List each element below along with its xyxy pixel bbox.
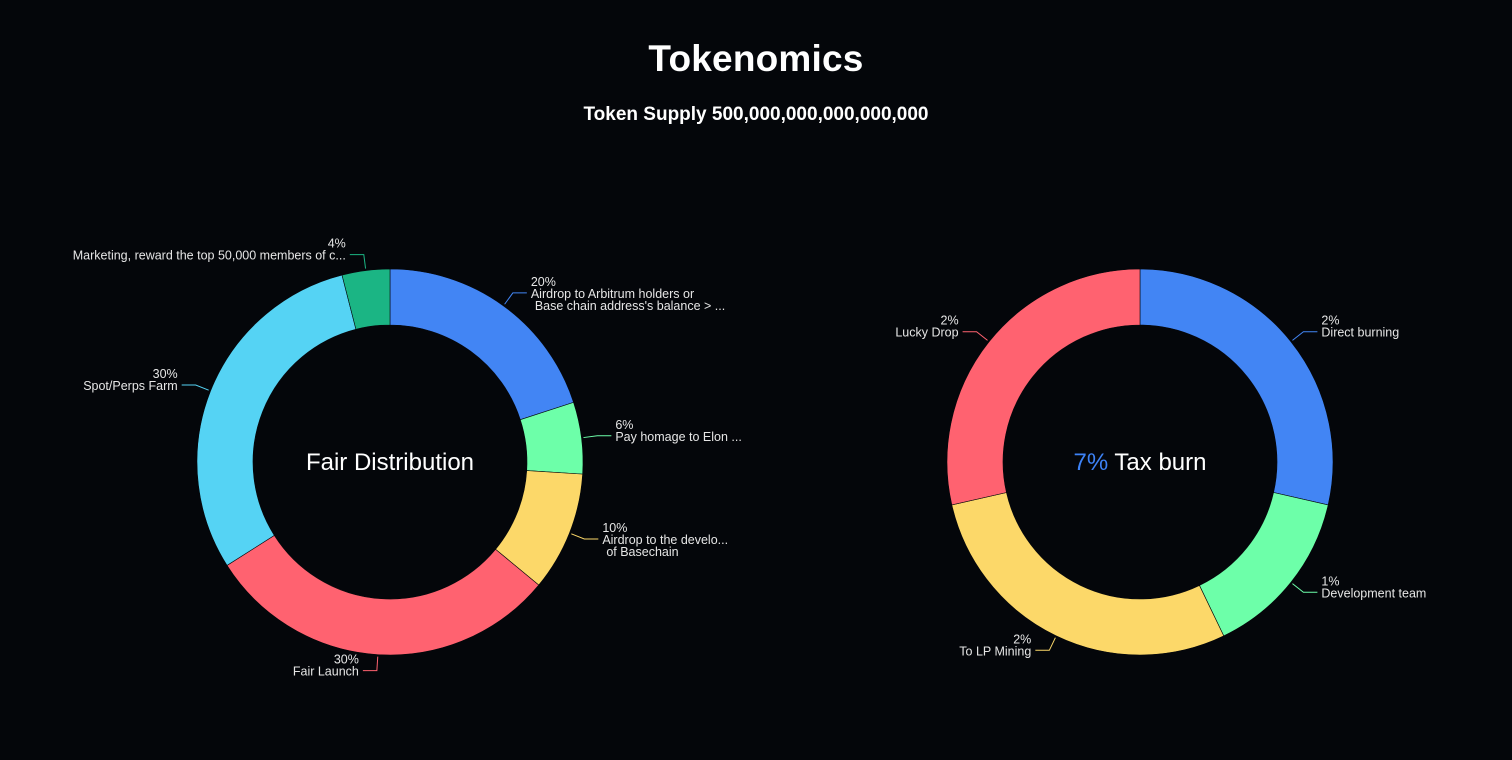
slice-percent-label: 30%: [153, 367, 178, 381]
leader-line: [181, 384, 209, 391]
leader-line: [1292, 583, 1318, 593]
slice-percent-label: 2%: [1321, 314, 1339, 328]
token-supply-subtitle: Token Supply 500,000,000,000,000,000: [583, 104, 929, 125]
donut-center-label: 7% Tax burn: [1074, 449, 1207, 476]
slice-percent-label: 2%: [1013, 632, 1031, 646]
center-highlight-value: 7%: [1074, 449, 1115, 476]
slice-name-label: Airdrop to the develo...: [602, 533, 728, 547]
leader-line: [571, 533, 599, 540]
leader-line: [504, 292, 527, 305]
slice-percent-label: 1%: [1321, 574, 1339, 588]
leader-line: [1035, 637, 1056, 651]
slice-name-label: of Basechain: [606, 545, 678, 559]
slice-name-label: Lucky Drop: [895, 326, 958, 340]
slice-name-label: To LP Mining: [959, 644, 1031, 658]
donut-slice[interactable]: [226, 534, 540, 656]
donut-slice[interactable]: [946, 268, 1141, 506]
slice-percent-label: 10%: [602, 521, 627, 535]
donut-slice[interactable]: [951, 492, 1225, 656]
slice-name-label: Fair Launch: [293, 665, 359, 679]
leader-line: [1292, 331, 1318, 341]
donut-center-label: Fair Distribution: [306, 449, 474, 476]
slice-percent-label: 2%: [941, 314, 959, 328]
leader-line: [362, 656, 379, 672]
donut-slice[interactable]: [1139, 268, 1334, 506]
donut-slice[interactable]: [1199, 492, 1329, 637]
slice-name-label: Pay homage to Elon ...: [615, 430, 741, 444]
slice-name-label: Base chain address's balance > ...: [535, 299, 725, 313]
leader-line: [583, 435, 612, 439]
slice-percent-label: 6%: [615, 418, 633, 432]
slice-name-label: Spot/Perps Farm: [83, 379, 177, 393]
slice-name-label: Development team: [1321, 586, 1426, 600]
center-text: Tax burn: [1114, 449, 1206, 476]
slice-percent-label: 4%: [328, 237, 346, 251]
slice-percent-label: 30%: [334, 653, 359, 667]
slice-name-label: Marketing, reward the top 50,000 members…: [73, 249, 346, 263]
slice-name-label: Direct burning: [1321, 326, 1399, 340]
slice-percent-label: 20%: [531, 275, 556, 289]
page-title: Tokenomics: [648, 38, 864, 79]
donut-slice[interactable]: [341, 268, 391, 330]
slice-name-label: Airdrop to Arbitrum holders or: [531, 287, 694, 301]
leader-line: [349, 254, 367, 269]
leader-line: [962, 331, 988, 341]
donut-slice[interactable]: [196, 274, 357, 566]
